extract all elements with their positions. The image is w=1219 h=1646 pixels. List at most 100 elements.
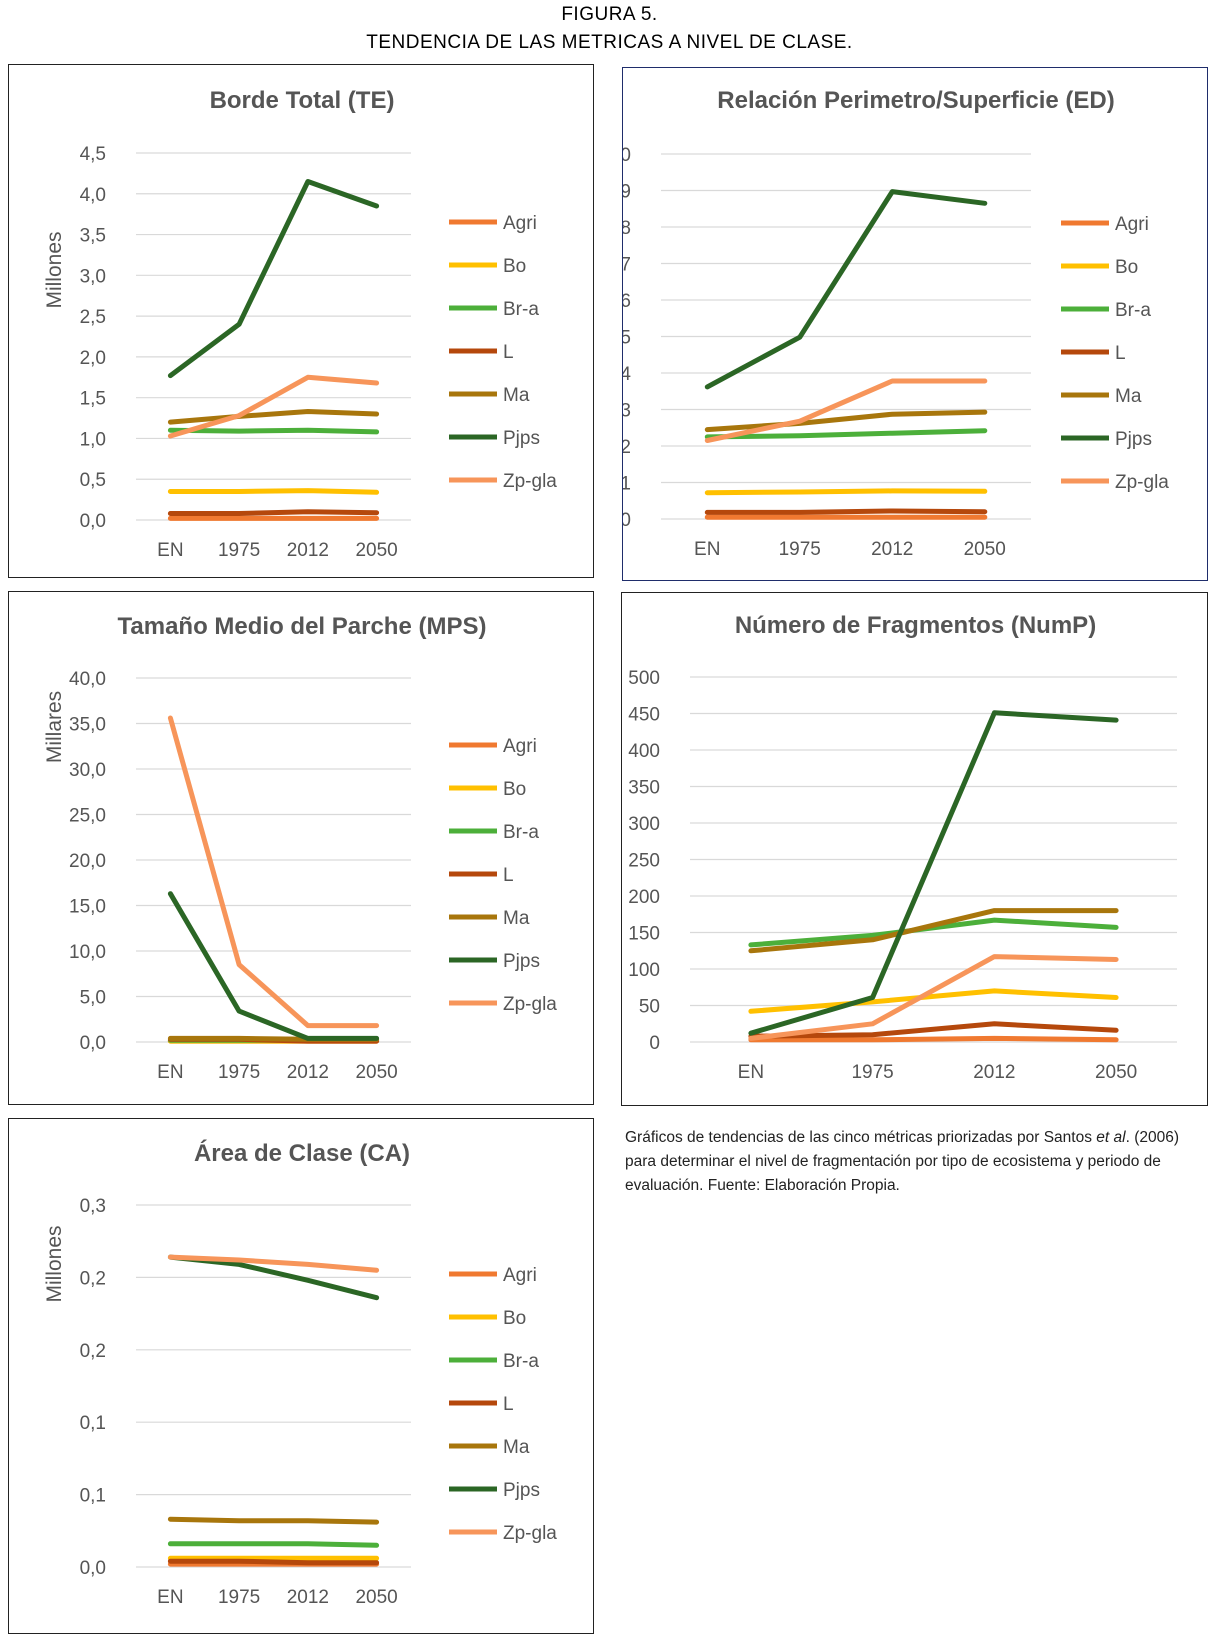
y-tick-label: 6 xyxy=(623,291,631,312)
legend-label: Zp-gla xyxy=(503,1523,557,1544)
y-tick-label: 150 xyxy=(628,924,660,945)
legend-label: Agri xyxy=(503,213,537,234)
x-tick-label: 2050 xyxy=(355,540,397,561)
chart-panel-ed: Relación Perimetro/Superficie (ED) 0 1 2 3 4 5… xyxy=(622,67,1208,581)
y-tick-label: 300 xyxy=(628,814,660,835)
series-line-zp-gla xyxy=(167,1254,380,1273)
y-tick-label: 8 xyxy=(623,218,631,239)
y-tick-label: 450 xyxy=(628,705,660,726)
y-tick-label: 0,1 xyxy=(80,1486,106,1507)
chart-te: Borde Total (TE) 0,0 0,5 1,0 1,5 2,0 2,5 3,0 3,5… xyxy=(43,87,557,561)
x-tick-label: 1975 xyxy=(218,540,260,561)
y-tick-label: 3 xyxy=(623,401,631,422)
caption-italic: et al xyxy=(1096,1129,1126,1146)
x-tick-label: 1975 xyxy=(218,1062,260,1083)
figure-title: TENDENCIA DE LAS METRICAS A NIVEL DE CLA… xyxy=(366,32,853,53)
x-tick-label: 2050 xyxy=(1095,1062,1137,1083)
legend-label: Bo xyxy=(503,1308,526,1329)
x-tick-label: 2012 xyxy=(287,540,329,561)
y-tick-label: 0,0 xyxy=(80,1033,106,1054)
legend-label: Ma xyxy=(503,908,530,929)
y-tick-label: 200 xyxy=(628,887,660,908)
chart-title: Borde Total (TE) xyxy=(210,87,395,114)
x-tick-label: EN xyxy=(694,539,720,560)
y-tick-label: 4,5 xyxy=(80,144,106,165)
x-tick-label: 2050 xyxy=(355,1587,397,1608)
y-tick-label: 25,0 xyxy=(69,806,106,827)
chart-nump: Número de Fragmentos (NumP) 0 50 100 150 200 2… xyxy=(628,612,1177,1083)
y-tick-label: 0 xyxy=(623,510,631,531)
legend-label: Br-a xyxy=(503,1351,539,1372)
y-tick-label: 100 xyxy=(628,960,660,981)
series-line-pjps xyxy=(748,710,1119,1036)
x-tick-label: EN xyxy=(157,1587,183,1608)
series-line-br-a xyxy=(167,427,380,435)
y-axis-unit: Millones xyxy=(43,1225,66,1302)
y-tick-label: 35,0 xyxy=(69,715,106,736)
legend-label: L xyxy=(503,342,514,363)
chart-title: Área de Clase (CA) xyxy=(194,1139,410,1167)
chart-panel-mps: Tamaño Medio del Parche (MPS) 0,0 5,0 10,0 1… xyxy=(8,591,594,1105)
x-tick-label: EN xyxy=(157,1062,183,1083)
legend-label: Zp-gla xyxy=(503,994,557,1015)
y-tick-label: 5 xyxy=(623,328,631,349)
series-line-zp-gla xyxy=(704,378,988,443)
x-tick-label: EN xyxy=(738,1062,764,1083)
x-tick-label: 2012 xyxy=(973,1062,1015,1083)
series-line-l xyxy=(167,509,380,516)
y-tick-label: 15,0 xyxy=(69,897,106,918)
series-line-zp-gla xyxy=(748,954,1119,1041)
y-tick-label: 1,0 xyxy=(80,429,106,450)
y-tick-label: 2 xyxy=(623,437,631,458)
legend-label: Bo xyxy=(1115,257,1138,278)
y-tick-label: 3,0 xyxy=(80,266,106,287)
series-line-ma xyxy=(167,1516,380,1525)
chart-panel-te: Borde Total (TE) 0,0 0,5 1,0 1,5 2,0 2,5 3,0 3,5… xyxy=(8,64,594,578)
y-tick-label: 9 xyxy=(623,182,631,203)
legend-label: Br-a xyxy=(503,822,539,843)
y-tick-label: 250 xyxy=(628,851,660,872)
x-tick-label: 1975 xyxy=(779,539,821,560)
series-line-bo xyxy=(704,488,988,496)
legend-label: Agri xyxy=(503,1265,537,1286)
y-tick-label: 0,2 xyxy=(80,1341,106,1362)
x-tick-label: EN xyxy=(157,540,183,561)
series-line-pjps xyxy=(167,891,380,1041)
series-line-ma xyxy=(167,409,380,425)
y-tick-label: 0,5 xyxy=(80,470,106,491)
y-tick-label: 3,5 xyxy=(80,226,106,247)
x-tick-label: 2012 xyxy=(287,1062,329,1083)
legend-label: L xyxy=(503,1394,514,1415)
chart-ca: Área de Clase (CA) 0,0 0,1 0,1 0,2 0,2 0,3 EN 19… xyxy=(43,1139,557,1608)
y-tick-label: 0,1 xyxy=(80,1413,106,1434)
y-tick-label: 0,2 xyxy=(80,1268,106,1289)
series-line-bo xyxy=(167,488,380,495)
y-tick-label: 1,5 xyxy=(80,389,106,410)
legend-label: L xyxy=(503,865,514,886)
chart-title: Relación Perimetro/Superficie (ED) xyxy=(717,87,1114,114)
chart-title: Número de Fragmentos (NumP) xyxy=(735,612,1096,639)
chart-mps: Tamaño Medio del Parche (MPS) 0,0 5,0 10,0 1… xyxy=(43,613,557,1083)
series-line-ma xyxy=(704,409,988,433)
legend-label: Pjps xyxy=(503,951,540,972)
y-tick-label: 20,0 xyxy=(69,851,106,872)
y-tick-label: 50 xyxy=(639,997,660,1018)
y-tick-label: 0,0 xyxy=(80,511,106,532)
x-tick-label: 2012 xyxy=(871,539,913,560)
chart-ed: Relación Perimetro/Superficie (ED) 0 1 2 3 4 5… xyxy=(623,87,1169,560)
y-tick-label: 0,0 xyxy=(80,1558,106,1579)
legend-label: Br-a xyxy=(503,299,539,320)
series-line-l xyxy=(167,1558,380,1566)
legend-label: Agri xyxy=(1115,214,1149,235)
legend-label: L xyxy=(1115,343,1126,364)
series-line-pjps xyxy=(704,189,988,390)
y-tick-label: 5,0 xyxy=(80,988,106,1009)
figure-label: FIGURA 5. xyxy=(561,4,658,25)
y-tick-label: 2,5 xyxy=(80,307,106,328)
x-tick-label: 1975 xyxy=(218,1587,260,1608)
legend-label: Pjps xyxy=(1115,429,1152,450)
chart-panel-nump: Número de Fragmentos (NumP) 0 50 100 150 200 2… xyxy=(621,592,1208,1106)
x-tick-label: 2050 xyxy=(964,539,1006,560)
y-axis-unit: Millones xyxy=(43,231,66,308)
series-line-agri xyxy=(748,1035,1119,1043)
